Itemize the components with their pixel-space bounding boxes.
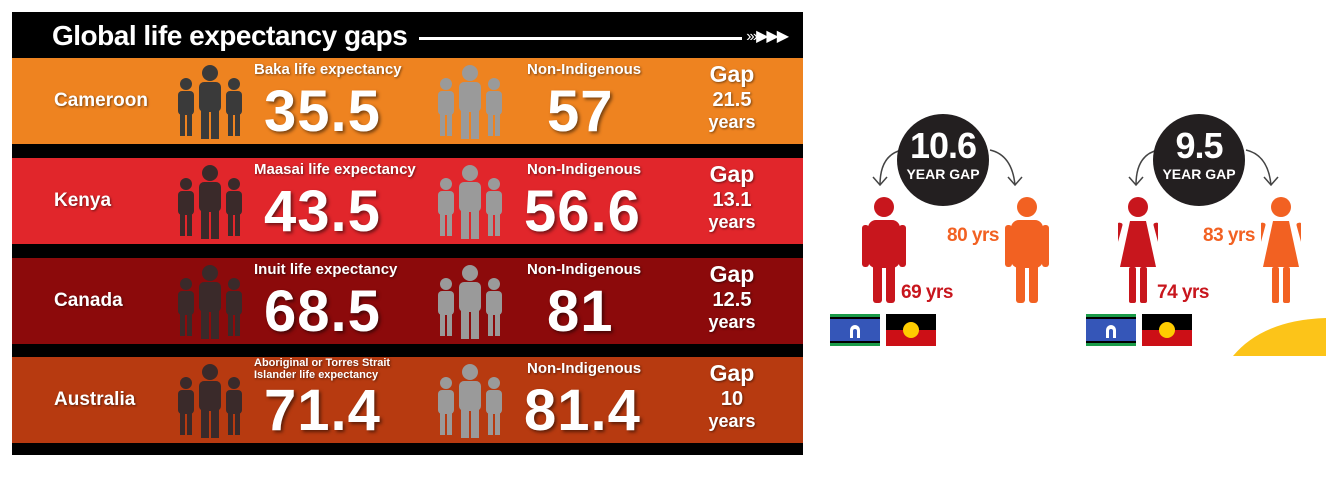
indigenous-years: 69 yrs bbox=[901, 282, 953, 303]
non-indigenous-people-icon bbox=[434, 363, 506, 439]
non-indigenous-female-figure-icon bbox=[1253, 197, 1309, 312]
arrow-icon: ›››▶▶▶ bbox=[746, 28, 789, 45]
row-kenya: Kenya Maasai life expectancy 43.5 Non-In… bbox=[12, 158, 803, 244]
country-name: Australia bbox=[54, 389, 136, 410]
indigenous-people-icon bbox=[174, 164, 246, 240]
indigenous-value: 43.5 bbox=[264, 179, 381, 244]
non-indigenous-label: Non-Indigenous bbox=[527, 360, 642, 377]
gap-label: Gap bbox=[709, 261, 755, 287]
gap-value: 13.1 bbox=[712, 189, 752, 211]
indigenous-people-icon bbox=[174, 264, 246, 340]
country-name: Cameroon bbox=[54, 90, 148, 111]
gap-unit: years bbox=[708, 312, 756, 332]
gap-label: Gap bbox=[709, 161, 755, 187]
row-australia: Australia Aboriginal or Torres Strait Is… bbox=[12, 357, 803, 443]
torres-strait-flag-icon bbox=[1086, 314, 1136, 346]
non-indigenous-years: 83 yrs bbox=[1203, 225, 1255, 246]
gap: Gap 12.5 years bbox=[702, 260, 762, 332]
country-name: Kenya bbox=[54, 190, 112, 211]
gap-caption: YEAR GAP bbox=[906, 166, 980, 182]
gap-circle: 10.6 YEAR GAP bbox=[897, 114, 989, 206]
non-indigenous-people-icon bbox=[434, 164, 506, 240]
indigenous-people-icon bbox=[174, 64, 246, 140]
indigenous-people-icon bbox=[174, 363, 246, 439]
indigenous-male-figure-icon bbox=[862, 197, 906, 312]
indigenous-label: Baka life expectancy bbox=[254, 61, 402, 78]
non-indigenous-people-icon bbox=[434, 64, 506, 140]
indigenous-female-figure-icon bbox=[1110, 197, 1166, 312]
indigenous-label: Inuit life expectancy bbox=[254, 261, 398, 278]
indigenous-value: 35.5 bbox=[264, 79, 381, 144]
indigenous-value: 68.5 bbox=[264, 279, 381, 344]
gap-value: 9.5 bbox=[1175, 125, 1223, 166]
decorative-arc bbox=[1233, 318, 1326, 356]
title-bar: Global life expectancy gaps ›››▶▶▶ bbox=[52, 18, 789, 54]
indigenous-years: 74 yrs bbox=[1157, 282, 1209, 303]
gap-value: 10.6 bbox=[909, 125, 977, 166]
row-canada: Canada Inuit life expectancy 68.5 Non-In… bbox=[12, 258, 803, 344]
indigenous-label: Maasai life expectancy bbox=[254, 161, 416, 178]
non-indigenous-value: 81.4 bbox=[524, 378, 641, 443]
non-indigenous-label: Non-Indigenous bbox=[527, 261, 642, 278]
gap: Gap 13.1 years bbox=[702, 160, 762, 232]
title-arrow-line bbox=[419, 36, 743, 40]
torres-strait-flag-icon bbox=[830, 314, 880, 346]
non-indigenous-people-icon bbox=[434, 264, 506, 340]
aboriginal-flag-icon bbox=[886, 314, 936, 346]
gap-unit: years bbox=[708, 112, 756, 132]
global-gaps-panel: Global life expectancy gaps ›››▶▶▶ Camer… bbox=[12, 12, 803, 455]
aboriginal-flag-icon bbox=[1142, 314, 1192, 346]
non-indigenous-male-figure-icon bbox=[1005, 197, 1049, 312]
indigenous-value: 71.4 bbox=[264, 378, 381, 443]
non-indigenous-value: 57 bbox=[547, 79, 614, 144]
row-cameroon: Cameroon Baka life expectancy 35.5 Non-I… bbox=[12, 58, 803, 144]
gap-unit: years bbox=[708, 411, 756, 431]
indigenous-label: Aboriginal or Torres Strait Islander lif… bbox=[254, 357, 391, 381]
non-indigenous-value: 81 bbox=[547, 279, 614, 344]
gap-label: Gap bbox=[709, 61, 755, 87]
gap-circle: 9.5 YEAR GAP bbox=[1153, 114, 1245, 206]
title: Global life expectancy gaps bbox=[52, 20, 408, 51]
gap-value: 10 bbox=[720, 388, 744, 410]
non-indigenous-years: 80 yrs bbox=[947, 225, 999, 246]
gap-caption: YEAR GAP bbox=[1162, 166, 1236, 182]
non-indigenous-label: Non-Indigenous bbox=[527, 161, 642, 178]
non-indigenous-value: 56.6 bbox=[524, 179, 641, 244]
non-indigenous-label: Non-Indigenous bbox=[527, 61, 642, 78]
gap: Gap 10 years bbox=[702, 359, 762, 431]
gap-unit: years bbox=[708, 212, 756, 232]
gap: Gap 21.5 years bbox=[702, 60, 762, 132]
gap-label: Gap bbox=[709, 360, 755, 386]
country-name: Canada bbox=[54, 290, 123, 311]
gap-value: 21.5 bbox=[712, 89, 752, 111]
gap-value: 12.5 bbox=[712, 289, 752, 311]
